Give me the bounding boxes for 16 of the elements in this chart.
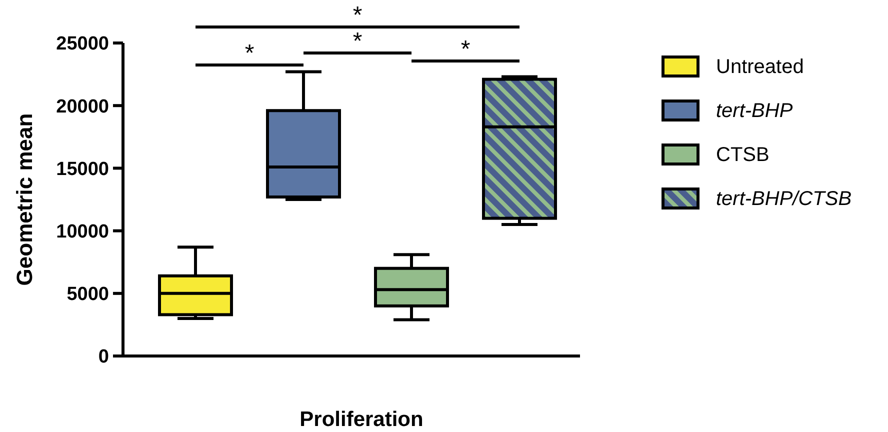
y-tick-label: 0 — [98, 346, 109, 368]
y-tick-label: 20000 — [56, 96, 109, 118]
legend-label: Untreated — [716, 56, 804, 78]
annotation: * — [244, 40, 254, 67]
annotation: * — [352, 28, 362, 55]
y-tick-label: 15000 — [56, 158, 109, 180]
y-tick-label: 10000 — [56, 221, 109, 242]
legend-label: tert-BHP/CTSB — [716, 188, 852, 210]
legend-label: tert-BHP — [716, 100, 794, 122]
text: * — [352, 2, 362, 29]
annotation: * — [460, 36, 470, 63]
legend-label: CTSB — [716, 144, 770, 166]
y-axis-title: Geometric mean — [12, 113, 37, 286]
y-tick-label: 5000 — [66, 284, 109, 306]
y-tick-label: 25000 — [56, 34, 109, 55]
x-axis-title: Proliferation — [300, 408, 424, 431]
